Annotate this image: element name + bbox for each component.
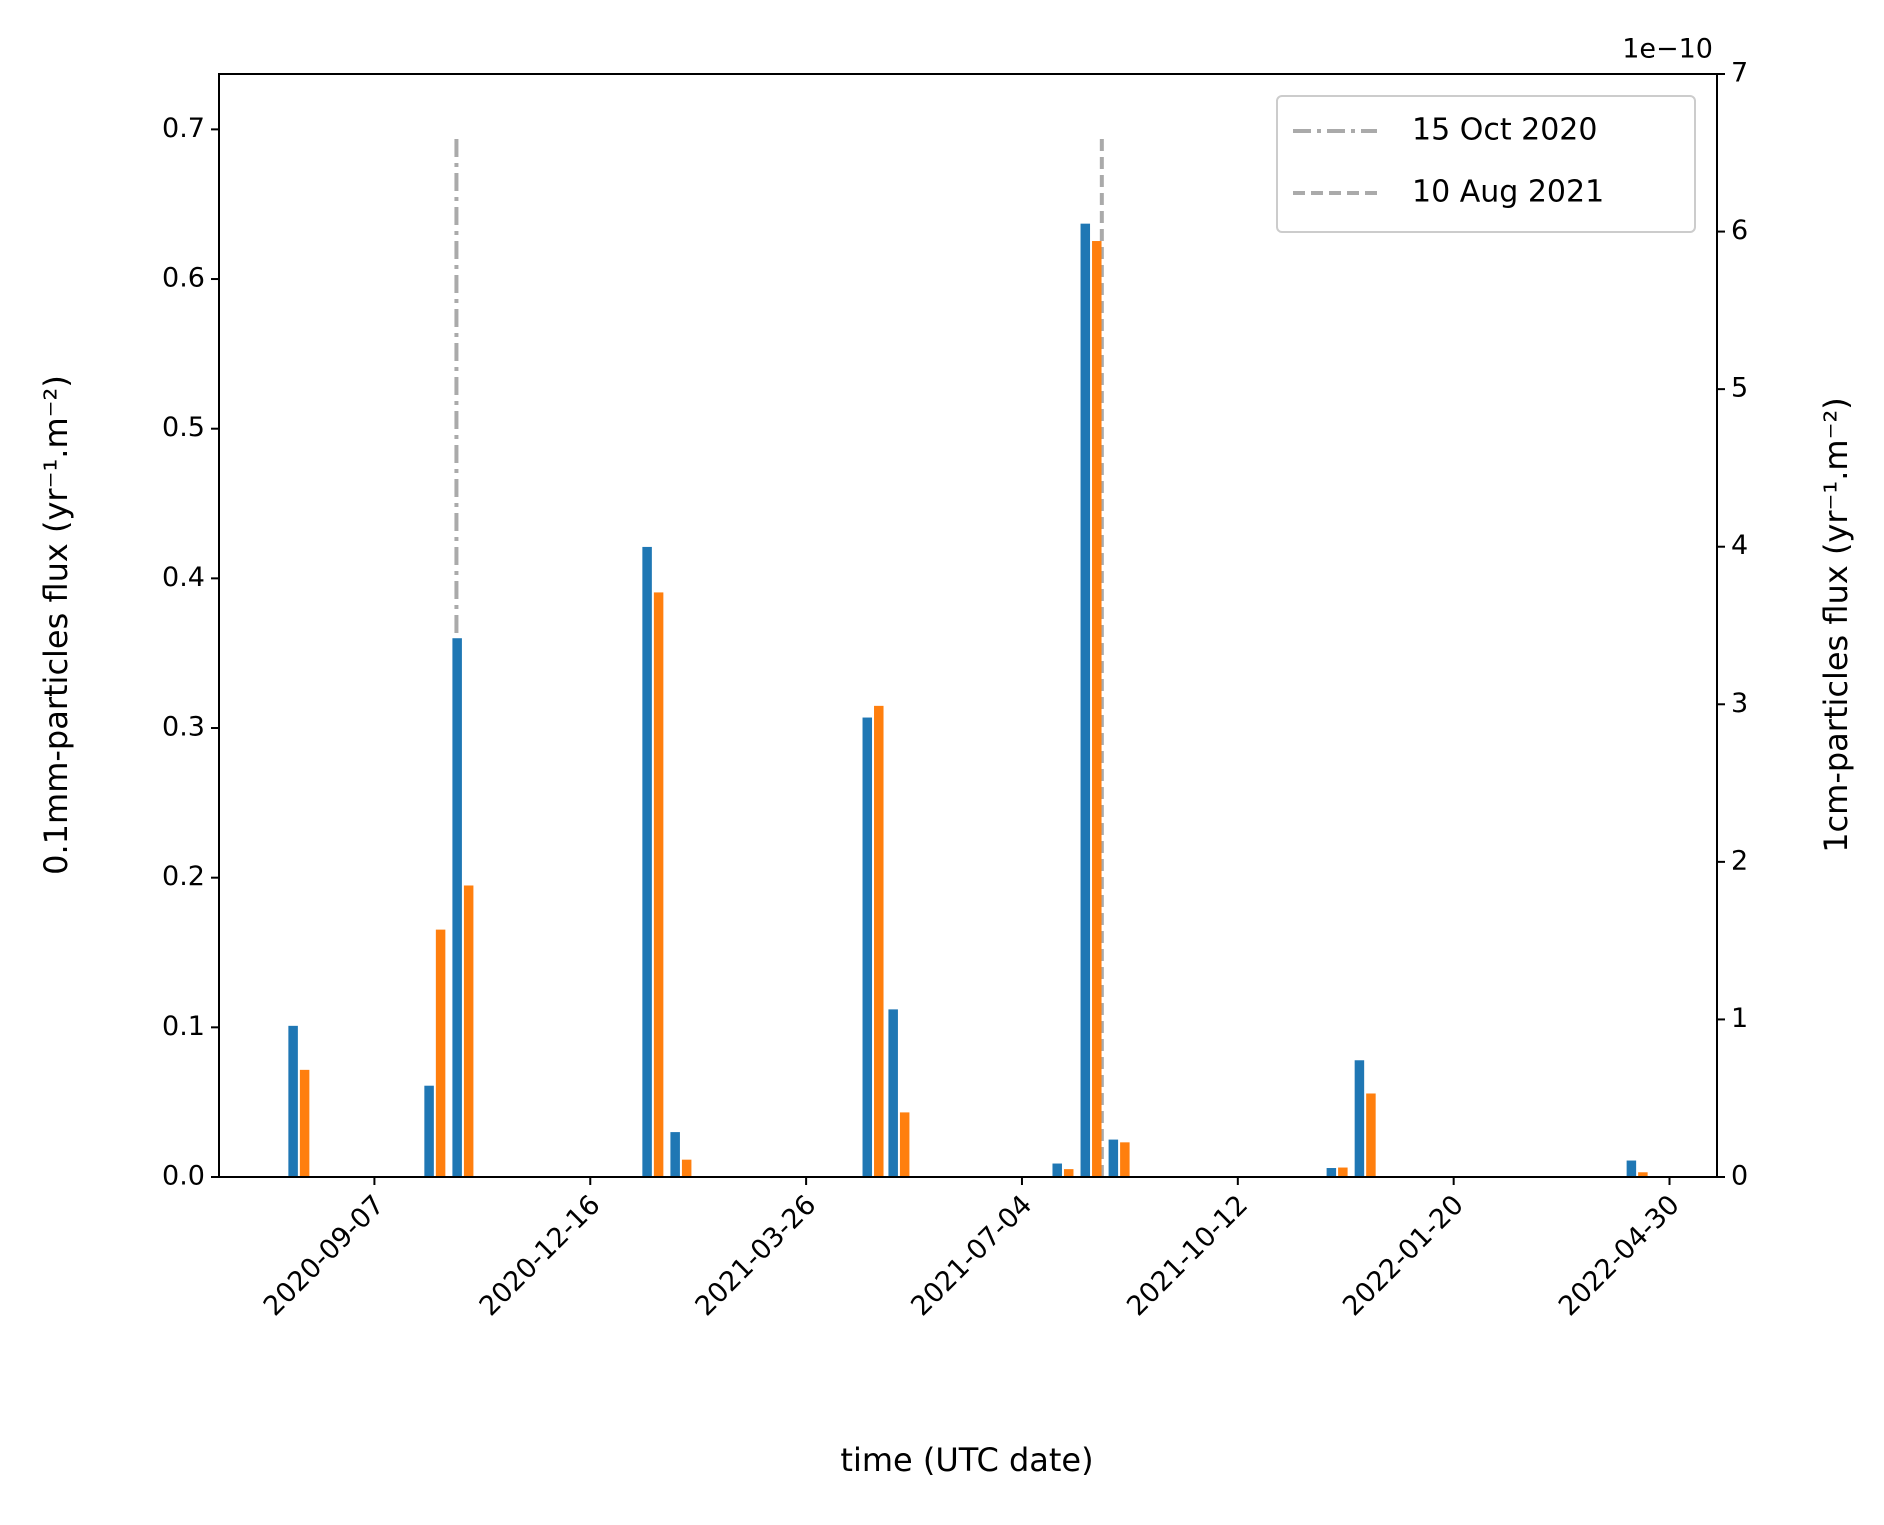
bar (1326, 1168, 1337, 1177)
legend-label: 10 Aug 2021 (1412, 175, 1604, 210)
y2-tick-label: 3 (1731, 688, 1748, 719)
bar (435, 929, 446, 1177)
x-tick-label: 2020-09-07 (258, 1189, 391, 1322)
bar (874, 705, 884, 1177)
y2-tick-label: 5 (1731, 373, 1748, 404)
bar (1626, 1160, 1637, 1177)
y-tick-label: 0.0 (162, 1161, 205, 1192)
y2-tick-label: 2 (1731, 845, 1748, 876)
y-tick-label: 0.3 (162, 712, 205, 743)
bar (288, 1025, 298, 1177)
y-tick-label: 0.5 (162, 412, 205, 443)
bar (1063, 1169, 1074, 1177)
bar (452, 638, 462, 1177)
bar (1366, 1093, 1376, 1177)
bar (1338, 1167, 1348, 1177)
legend-box (1276, 95, 1696, 233)
bar (1080, 223, 1091, 1178)
y-axis-label: 0.1mm-particles flux (yr⁻¹.m⁻²) (37, 375, 75, 875)
y2-axis-label: 1cm-particles flux (yr⁻¹.m⁻²) (1817, 397, 1855, 853)
bar (888, 1009, 898, 1177)
y2-tick-label: 7 (1731, 58, 1748, 89)
bar (463, 885, 474, 1177)
y2-tick-label: 6 (1731, 215, 1748, 246)
bar (862, 717, 873, 1177)
bar (642, 546, 652, 1177)
x-tick-label: 2021-07-04 (905, 1189, 1038, 1322)
x-tick-label: 2022-04-30 (1553, 1189, 1686, 1322)
bar (681, 1159, 692, 1177)
x-tick-label: 2021-10-12 (1121, 1189, 1254, 1322)
bar (1108, 1139, 1119, 1177)
y-tick-label: 0.1 (162, 1011, 205, 1042)
x-tick-label: 2022-01-20 (1337, 1189, 1470, 1322)
bar (424, 1085, 434, 1177)
y2-tick-label: 0 (1731, 1161, 1748, 1192)
x-tick-label: 2020-12-16 (474, 1189, 607, 1322)
y-tick-label: 0.6 (162, 263, 205, 294)
plot-frame (218, 73, 1718, 1178)
legend-label: 15 Oct 2020 (1412, 113, 1597, 148)
bar (1354, 1060, 1365, 1177)
y-tick-label: 0.4 (162, 562, 205, 593)
y2-tick-label: 4 (1731, 530, 1748, 561)
bar (1052, 1163, 1062, 1177)
y-tick-label: 0.2 (162, 861, 205, 892)
bar (670, 1132, 680, 1177)
bar (1092, 241, 1102, 1178)
x-axis-label: time (UTC date) (840, 1441, 1093, 1479)
x-tick-label: 2021-03-26 (689, 1189, 822, 1322)
y2-tick-label: 1 (1731, 1003, 1748, 1034)
bar (899, 1112, 910, 1177)
bar (1638, 1172, 1648, 1177)
y2-offset-label: 1e−10 (1622, 34, 1713, 65)
bar (653, 592, 664, 1177)
bar (299, 1069, 310, 1177)
bar (1120, 1142, 1130, 1177)
y-tick-label: 0.7 (162, 113, 205, 144)
